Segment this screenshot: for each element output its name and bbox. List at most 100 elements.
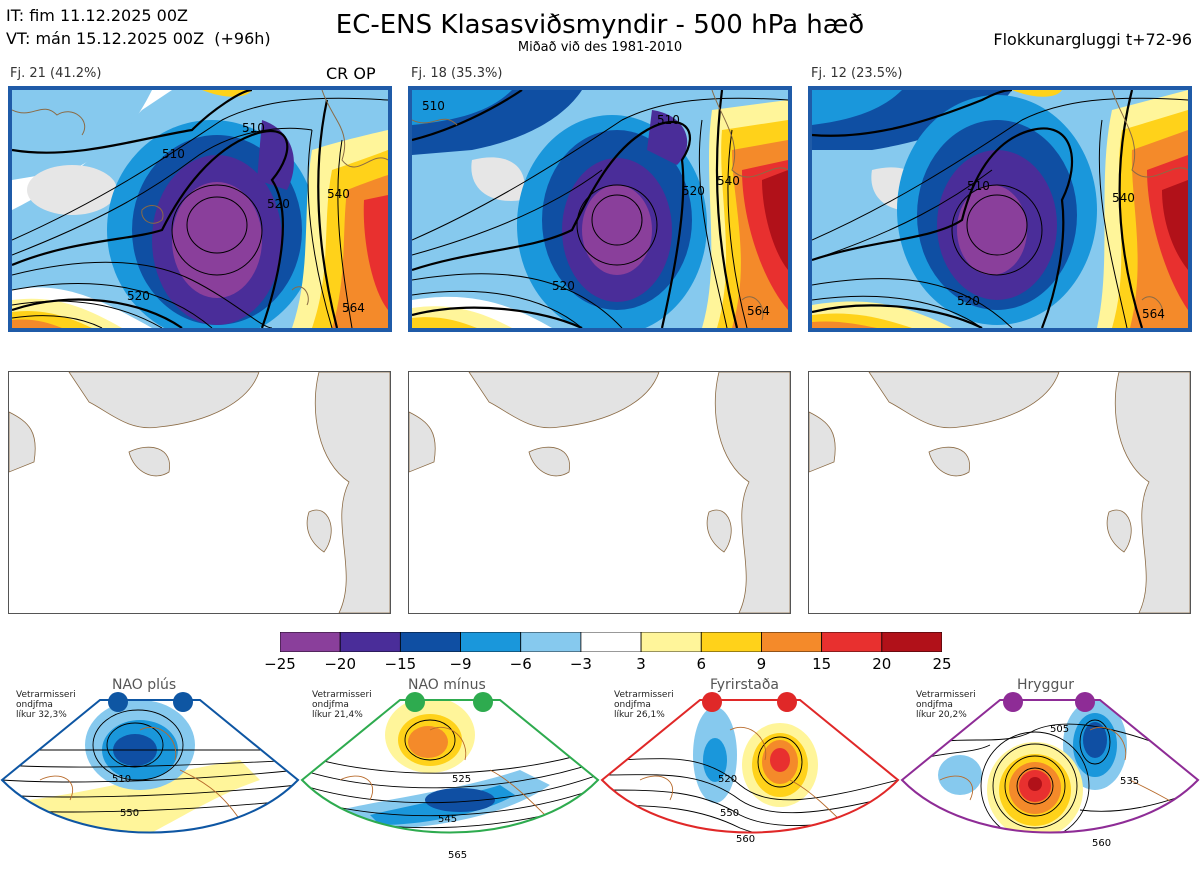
colorbar-tick-label: 25 [932, 655, 952, 673]
init-time: IT: fim 11.12.2025 00Z [6, 6, 188, 25]
regime-info-line: ondjfma [614, 700, 651, 710]
regime-info-line: líkur 21,4% [312, 710, 363, 720]
contour-label: 564 [342, 301, 365, 315]
classification-window: Flokkunargluggi t+72-96 [993, 30, 1192, 49]
regime-map-1: 510 550 [0, 690, 300, 871]
contour-label: 510 [242, 121, 265, 135]
colorbar-bin [821, 632, 883, 652]
contour-label: 564 [1142, 307, 1165, 321]
colorbar-bin [399, 632, 461, 652]
regime-map-3: 520 550 560 [600, 690, 900, 871]
contour-label: 510 [162, 147, 185, 161]
regime-3-info: Vetrarmisseri ondjfma líkur 26,1% [614, 690, 674, 720]
regime-info-line: líkur 20,2% [916, 710, 967, 720]
cluster-1-label: Fj. 21 (41.2%) [10, 66, 102, 81]
contour-label: 564 [747, 304, 770, 318]
colorbar-tick-label: 20 [872, 655, 892, 673]
regime-4-info: Vetrarmisseri ondjfma líkur 20,2% [916, 690, 976, 720]
colorbar-tick-label: 3 [636, 655, 646, 673]
contour-label: 520 [682, 184, 705, 198]
contour-label: 565 [448, 850, 467, 861]
colorbar [280, 632, 942, 652]
colorbar-bin [580, 632, 642, 652]
base-map-1 [8, 371, 391, 614]
regime-4-marker-right [1075, 692, 1095, 712]
colorbar-bin [700, 632, 762, 652]
contour-label: 510 [657, 113, 680, 127]
contour-label: 560 [1092, 838, 1111, 849]
base-map-2 [408, 371, 791, 614]
page-title: EC-ENS Klasasviðsmyndir - 500 hPa hæð [335, 10, 865, 40]
contour-label: 535 [1120, 776, 1139, 787]
contour-label: 550 [120, 808, 139, 819]
colorbar-tick-label: −15 [384, 655, 417, 673]
regime-info-line: Vetrarmisseri [916, 690, 976, 700]
colorbar-tick-label: −6 [509, 655, 532, 673]
colorbar-bin [339, 632, 401, 652]
regime-1-marker-right [173, 692, 193, 712]
regime-info-line: ondjfma [312, 700, 349, 710]
regime-2-title: NAO mínus [408, 677, 486, 693]
contour-label: 510 [967, 179, 990, 193]
regime-info-line: Vetrarmisseri [16, 690, 76, 700]
contour-label: 520 [718, 774, 737, 785]
regime-info-line: Vetrarmisseri [312, 690, 372, 700]
colorbar-bin [520, 632, 582, 652]
contour-label: 510 [112, 774, 131, 785]
regime-3-title: Fyrirstaða [710, 677, 779, 693]
regime-info-line: ondjfma [916, 700, 953, 710]
regime-1-title: NAO plús [112, 677, 177, 693]
colorbar-tick-label: 6 [696, 655, 707, 673]
colorbar-tick-label: 15 [812, 655, 832, 673]
regime-2-marker-left [405, 692, 425, 712]
contour-label: 520 [267, 197, 290, 211]
regime-info-line: líkur 26,1% [614, 710, 665, 720]
cluster-map-3: 510 520 540 564 [808, 86, 1192, 332]
regime-1-marker-left [108, 692, 128, 712]
colorbar-tick-label: 9 [756, 655, 767, 673]
cluster-1-tag: CR OP [326, 64, 376, 83]
contour-label: 510 [422, 99, 445, 113]
colorbar-bin [881, 632, 942, 652]
regime-map-4: 505 535 560 [900, 690, 1200, 871]
regime-map-2: 525 545 565 [300, 690, 600, 871]
colorbar-tick-label: −3 [569, 655, 592, 673]
contour-label: 540 [717, 174, 740, 188]
page-subtitle: Miðað við des 1981-2010 [517, 40, 683, 55]
colorbar-bin [761, 632, 823, 652]
cluster-3-label: Fj. 12 (23.5%) [811, 66, 903, 81]
regime-info-line: ondjfma [16, 700, 53, 710]
contour-label: 520 [127, 289, 150, 303]
regime-3-marker-right [777, 692, 797, 712]
contour-label: 550 [720, 808, 739, 819]
regime-info-line: líkur 32,3% [16, 710, 67, 720]
contour-label: 540 [327, 187, 350, 201]
colorbar-bin [640, 632, 702, 652]
contour-label: 505 [1050, 724, 1069, 735]
valid-time: VT: mán 15.12.2025 00Z (+96h) [6, 29, 271, 48]
colorbar-bin [280, 632, 341, 652]
contour-label: 540 [1112, 191, 1135, 205]
colorbar-ticks: −25 −20 −15 −9 −6 −3 3 6 9 15 20 25 [0, 655, 1200, 675]
contour-label: 520 [552, 279, 575, 293]
regime-4-title: Hryggur [1017, 677, 1074, 693]
contour-label: 525 [452, 774, 471, 785]
contour-label: 520 [957, 294, 980, 308]
header-info: IT: fim 11.12.2025 00Z VT: mán 15.12.202… [6, 4, 271, 50]
regime-1-info: Vetrarmisseri ondjfma líkur 32,3% [16, 690, 76, 720]
regime-3-marker-left [702, 692, 722, 712]
base-map-3 [808, 371, 1191, 614]
contour-label: 560 [736, 834, 755, 845]
colorbar-tick-label: −25 [264, 655, 296, 673]
colorbar-tick-label: −20 [324, 655, 356, 673]
colorbar-tick-label: −9 [449, 655, 472, 673]
regime-info-line: Vetrarmisseri [614, 690, 674, 700]
regime-4-marker-left [1003, 692, 1023, 712]
regime-2-info: Vetrarmisseri ondjfma líkur 21,4% [312, 690, 372, 720]
cluster-2-label: Fj. 18 (35.3%) [411, 66, 503, 81]
colorbar-bin [460, 632, 522, 652]
contour-label: 545 [438, 814, 457, 825]
regime-2-marker-right [473, 692, 493, 712]
cluster-map-1: 510 510 520 520 540 564 [8, 86, 392, 332]
cluster-map-2: 510 510 520 520 540 564 [408, 86, 792, 332]
